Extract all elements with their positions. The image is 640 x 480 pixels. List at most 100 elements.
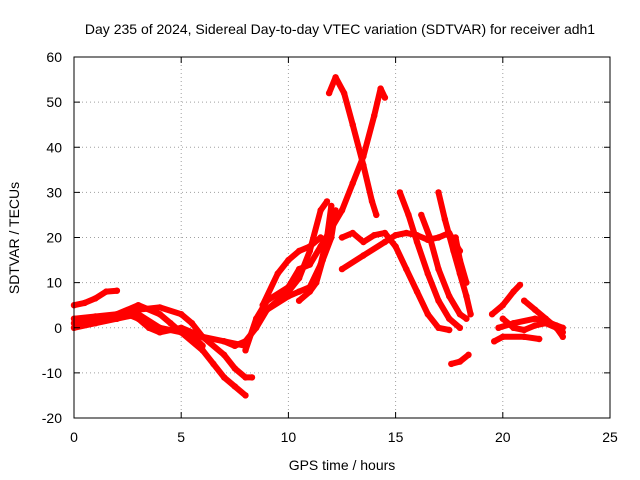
- data-point: [488, 311, 496, 318]
- series-trace: [489, 281, 523, 318]
- data-point: [456, 311, 464, 318]
- data-point: [92, 295, 99, 302]
- data-point: [521, 297, 528, 304]
- data-point: [319, 256, 326, 264]
- data-point: [259, 302, 266, 309]
- data-point: [521, 326, 528, 334]
- data-point: [456, 324, 464, 331]
- data-point: [295, 297, 303, 304]
- data-point: [242, 374, 249, 381]
- data-point: [332, 207, 339, 214]
- data-point: [413, 288, 421, 295]
- data-point: [231, 342, 238, 349]
- data-point: [135, 311, 142, 318]
- data-point: [396, 189, 404, 196]
- series-group: [70, 74, 566, 399]
- data-point: [317, 207, 324, 214]
- data-point: [371, 112, 378, 119]
- data-point: [103, 315, 110, 322]
- data-point: [516, 281, 524, 289]
- data-point: [542, 315, 549, 322]
- y-tick-label: -20: [42, 410, 62, 426]
- series-sat-i: [295, 207, 339, 304]
- data-point: [328, 202, 335, 210]
- data-point: [446, 326, 453, 334]
- series-sat-r: [448, 351, 472, 368]
- data-point: [441, 216, 449, 223]
- data-point: [495, 324, 502, 331]
- data-point: [463, 279, 470, 286]
- chart-title: Day 235 of 2024, Sidereal Day-to-day VTE…: [85, 21, 595, 37]
- data-point: [313, 279, 320, 286]
- data-point: [426, 234, 434, 241]
- data-point: [435, 189, 442, 196]
- data-point: [285, 283, 292, 291]
- data-point: [456, 256, 464, 264]
- x-tick-label: 5: [177, 429, 185, 445]
- data-point: [499, 302, 506, 309]
- data-point: [135, 306, 142, 313]
- data-point: [531, 315, 539, 322]
- data-point: [340, 89, 348, 97]
- data-point: [559, 329, 566, 336]
- data-point: [371, 232, 378, 239]
- series-sat-j: [259, 234, 324, 309]
- series-sat-w: [521, 297, 566, 336]
- series-sat-k: [325, 74, 380, 219]
- data-point: [199, 347, 206, 354]
- data-point: [263, 306, 271, 313]
- data-point: [145, 324, 153, 331]
- data-point: [295, 265, 303, 273]
- data-point: [332, 74, 339, 81]
- series-trace: [491, 333, 543, 345]
- data-point: [463, 315, 470, 322]
- data-point: [521, 333, 528, 340]
- data-point: [338, 234, 346, 241]
- series-sat-n: [396, 189, 464, 331]
- data-point: [349, 229, 356, 237]
- data-point: [510, 288, 517, 295]
- x-tick-label: 15: [388, 429, 404, 445]
- data-point: [448, 360, 455, 368]
- data-point: [338, 207, 346, 214]
- data-point: [435, 324, 442, 331]
- data-point: [405, 211, 412, 219]
- series-sat-t: [491, 333, 543, 345]
- data-point: [178, 329, 185, 336]
- data-point: [349, 121, 356, 128]
- data-point: [103, 288, 110, 295]
- series-sat-l: [338, 229, 453, 334]
- data-point: [156, 324, 163, 331]
- x-tick-label: 0: [70, 429, 78, 445]
- x-tick-labels: 0 5 10 15 20 25: [70, 429, 618, 445]
- data-point: [306, 288, 313, 295]
- data-point: [167, 320, 174, 327]
- data-point: [368, 198, 376, 205]
- data-point: [242, 392, 249, 399]
- data-point: [360, 252, 367, 259]
- y-tick-label: 10: [46, 275, 62, 291]
- data-point: [306, 261, 313, 268]
- data-point: [328, 234, 335, 241]
- data-point: [456, 358, 464, 365]
- data-point: [199, 333, 206, 340]
- series-sat-s: [488, 281, 524, 318]
- data-point: [377, 85, 384, 92]
- data-point: [156, 311, 163, 318]
- data-point: [274, 270, 281, 277]
- data-point: [446, 315, 453, 322]
- y-tick-label: 40: [46, 139, 62, 155]
- data-point: [178, 311, 185, 318]
- data-point: [381, 238, 389, 246]
- data-point: [424, 311, 431, 318]
- data-point: [392, 243, 399, 250]
- data-point: [381, 94, 389, 101]
- data-point: [553, 324, 560, 331]
- data-point: [253, 315, 260, 322]
- data-point: [317, 234, 324, 241]
- data-point: [210, 360, 217, 368]
- data-point: [435, 265, 442, 273]
- y-tick-label: 60: [46, 49, 62, 65]
- data-point: [113, 287, 121, 294]
- data-point: [338, 265, 346, 273]
